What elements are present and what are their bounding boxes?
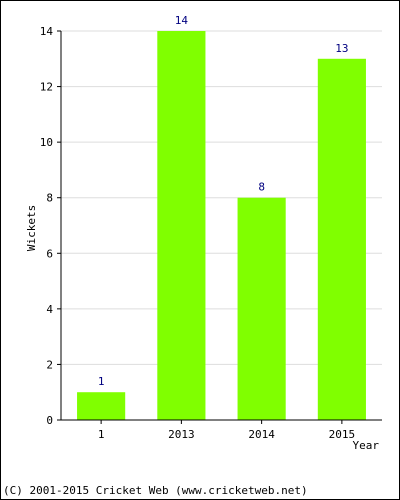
y-tick-label: 2 <box>46 358 53 371</box>
grid-lines <box>61 30 382 365</box>
data-label-1: 1 <box>98 375 105 388</box>
axes <box>60 31 382 421</box>
data-labels: 1 14 8 13 <box>98 14 349 388</box>
copyright-footer: (C) 2001-2015 Cricket Web (www.cricketwe… <box>3 484 308 497</box>
y-tick-label: 8 <box>46 192 53 205</box>
bar-2013 <box>157 31 206 420</box>
y-tick-label: 0 <box>46 414 53 427</box>
y-axis-title: Wickets <box>25 205 38 251</box>
x-axis-title: Year <box>353 439 380 452</box>
bar-2014 <box>237 197 286 420</box>
y-tick-label: 4 <box>46 303 53 316</box>
x-tick-label: 1 <box>98 428 105 441</box>
y-tick-label: 10 <box>40 136 53 149</box>
y-tick-label: 6 <box>46 247 53 260</box>
bar-2015 <box>317 58 366 421</box>
x-tick-label: 2015 <box>329 428 356 441</box>
y-tick-label: 12 <box>40 81 53 94</box>
data-label-2013: 14 <box>175 14 189 27</box>
x-tick-label: 2013 <box>168 428 195 441</box>
x-ticks: 1 2013 2014 2015 <box>98 420 355 441</box>
bars <box>77 31 366 421</box>
data-label-2015: 13 <box>335 42 348 55</box>
y-tick-label: 14 <box>40 25 54 38</box>
x-tick-label: 2014 <box>248 428 275 441</box>
y-ticks: 0 2 4 6 8 10 12 14 <box>40 25 61 427</box>
data-label-2014: 8 <box>258 181 265 194</box>
bar-1 <box>77 392 126 420</box>
